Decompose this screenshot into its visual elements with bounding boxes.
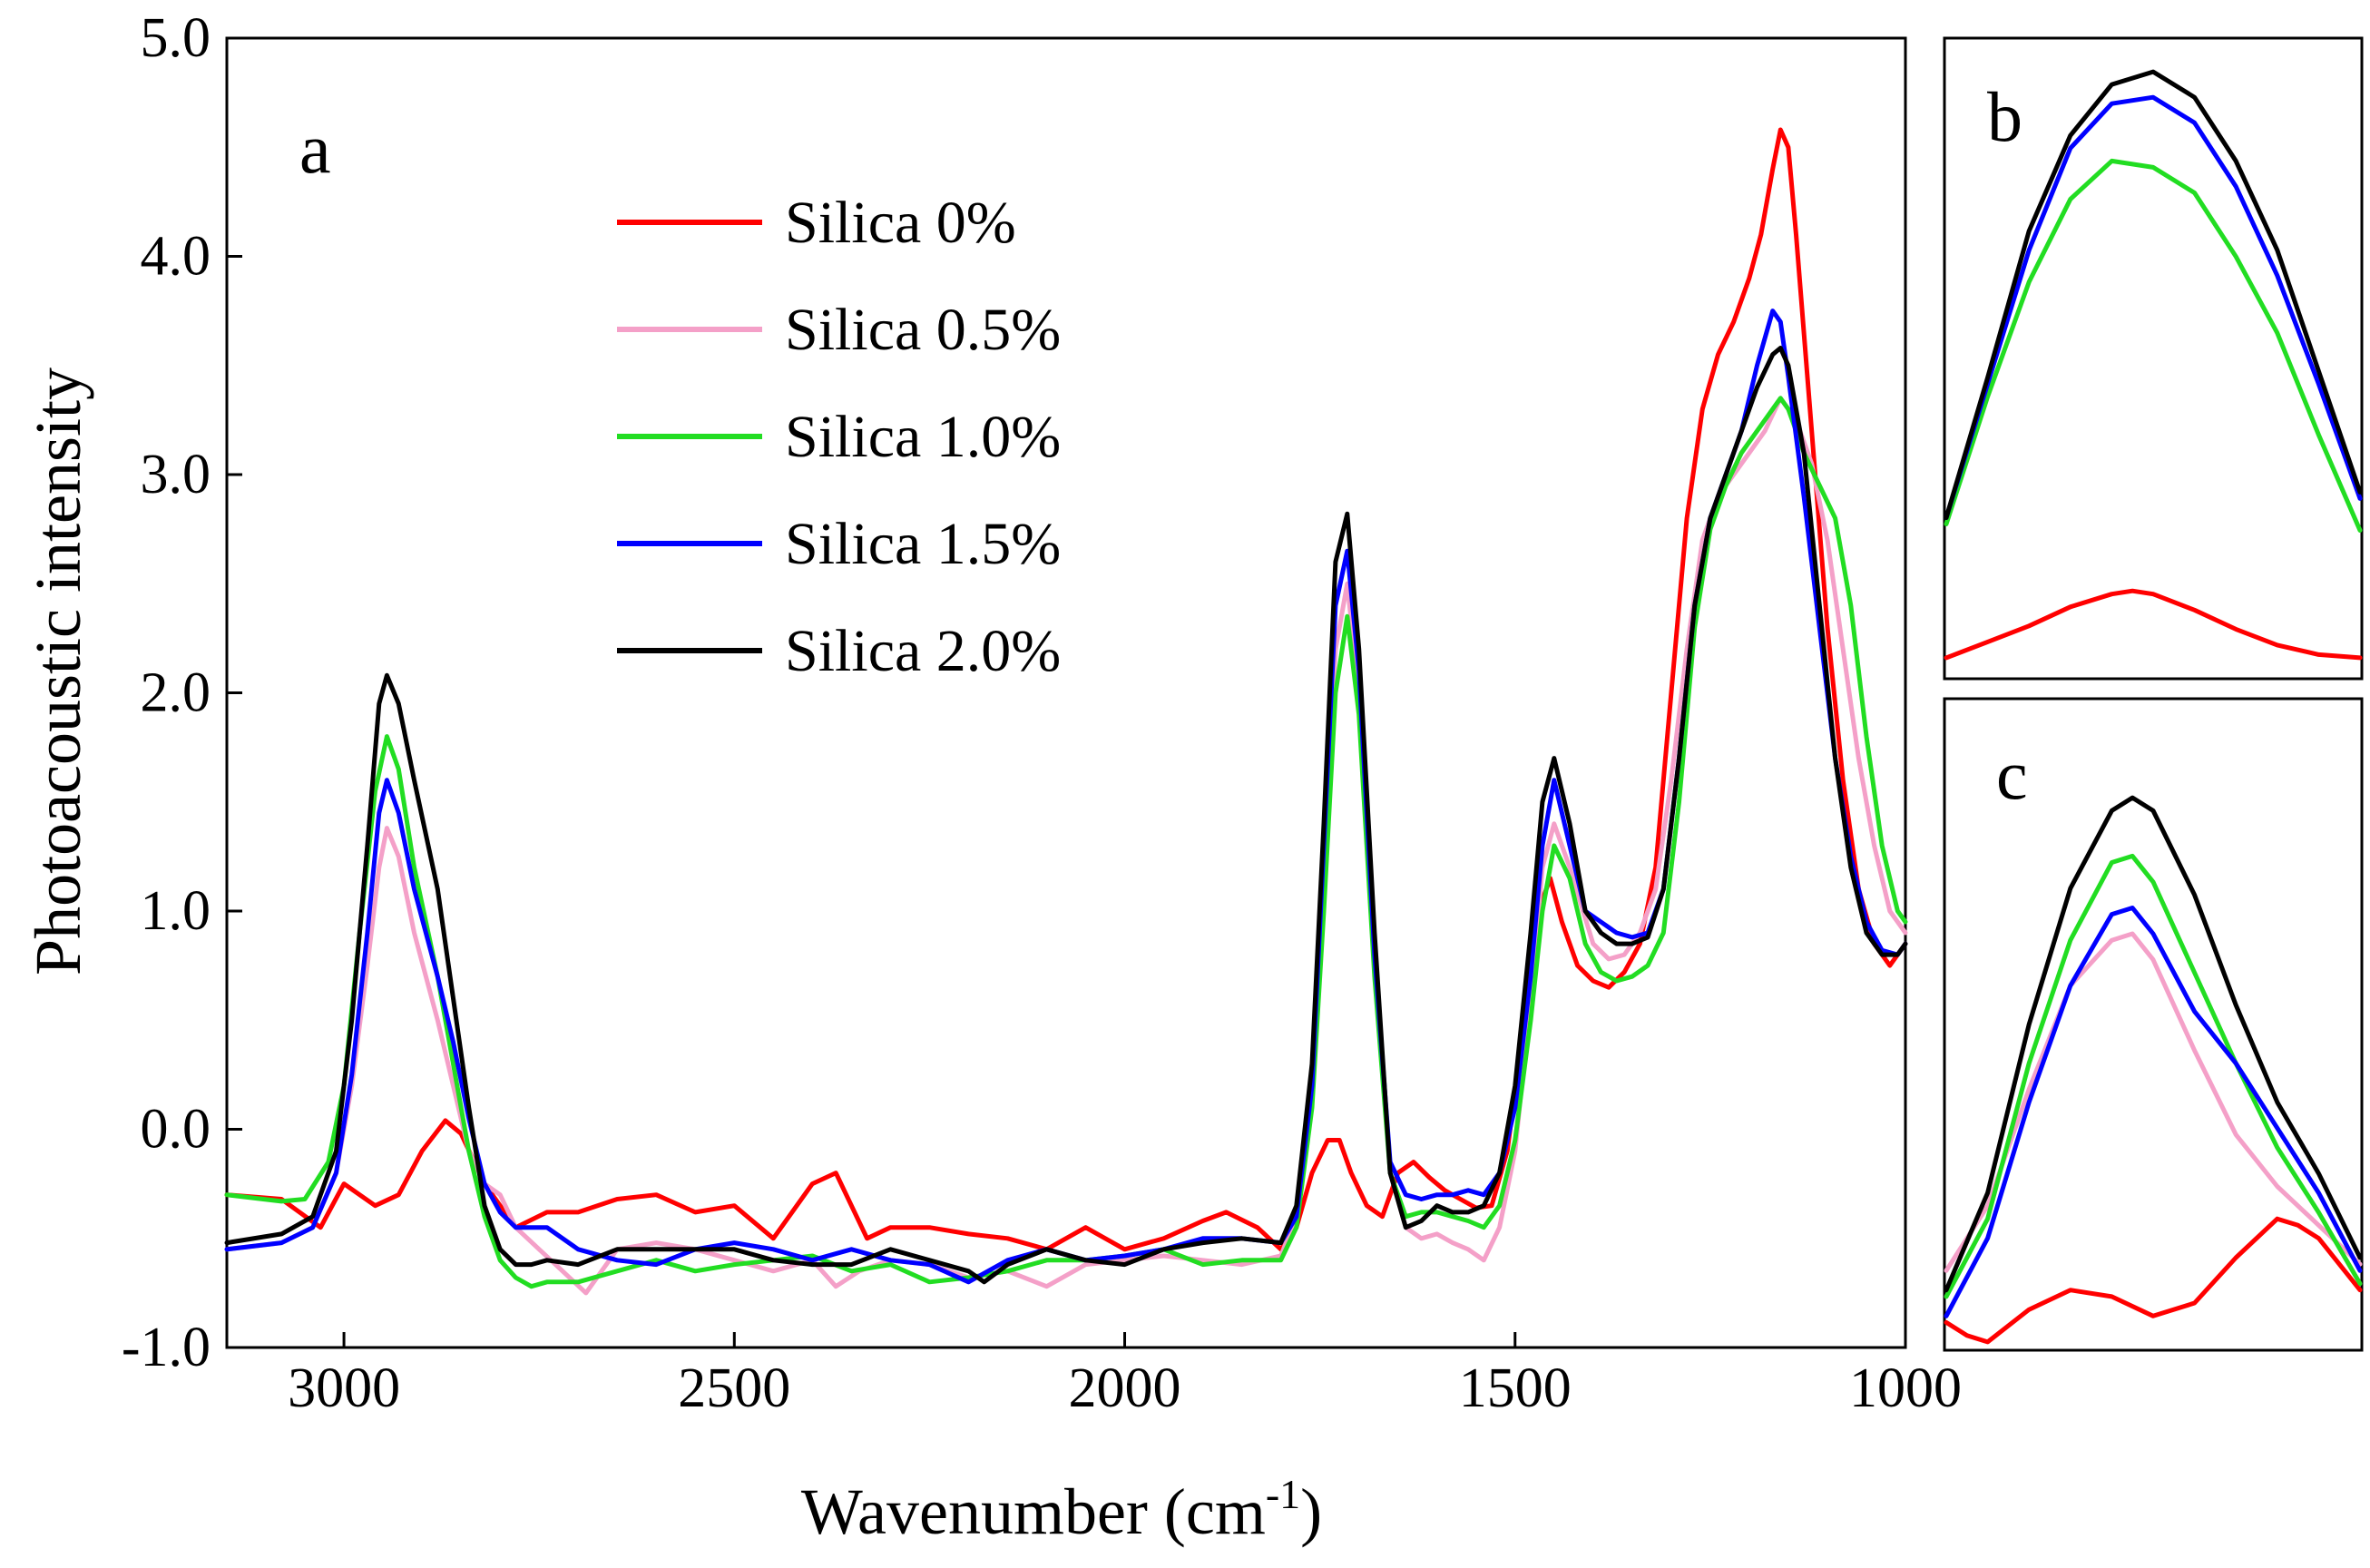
panel-c-series-silica-1-5 xyxy=(1944,906,2363,1318)
x-axis-title-close: ) xyxy=(1300,1475,1322,1548)
legend-label-silica-2-0: Silica 2.0% xyxy=(785,618,1061,684)
legend: Silica 0% Silica 0.5% Silica 1.0% Silica 1.… xyxy=(617,190,1061,684)
panel-b: b xyxy=(1943,36,2364,681)
panel-c-series xyxy=(1944,795,2363,1345)
panel-b-series xyxy=(1944,69,2363,661)
panel-b-series-silica-0 xyxy=(1944,588,2363,661)
panel-a-series-silica-1-5 xyxy=(224,309,1908,1285)
y-tick-label: -1.0 xyxy=(122,1317,211,1378)
y-tick-label: 2.0 xyxy=(141,662,211,724)
y-tick-label: 4.0 xyxy=(141,226,211,288)
panel-a-series-silica-1-0 xyxy=(224,396,1908,1289)
x-tick-label: 2000 xyxy=(1069,1357,1181,1419)
y-tick-label: 5.0 xyxy=(141,7,211,69)
panel-c-label: c xyxy=(1996,735,2028,814)
x-axis-title-main: Wavenumber (cm xyxy=(801,1475,1266,1548)
y-tick-label: 1.0 xyxy=(141,880,211,942)
y-axis-title: Photoacoustic intensity xyxy=(22,368,94,975)
panel-a-series xyxy=(224,127,1908,1296)
panel-a-ticks: 3000 2500 2000 1500 1000 -1.0 0.0 1.0 2.0 3.0 4.0 5… xyxy=(122,7,1962,1419)
panel-c-series-silica-0-5 xyxy=(1944,931,2363,1273)
legend-label-silica-0: Silica 0% xyxy=(785,190,1016,256)
panel-c-series-silica-2-0 xyxy=(1944,795,2363,1293)
panel-b-label: b xyxy=(1987,77,2022,156)
x-axis-title-superscript: -1 xyxy=(1266,1471,1300,1517)
legend-label-silica-1-0: Silica 1.0% xyxy=(785,404,1061,470)
y-tick-label: 3.0 xyxy=(141,444,211,505)
panel-a-label: a xyxy=(299,109,331,188)
panel-b-series-silica-1-0 xyxy=(1944,158,2363,533)
panel-a-series-silica-0 xyxy=(224,127,1908,1252)
panel-a: 3000 2500 2000 1500 1000 -1.0 0.0 1.0 2.0 3.0 4.0 5… xyxy=(22,7,1962,1548)
x-tick-label: 3000 xyxy=(288,1357,400,1419)
x-tick-label: 1500 xyxy=(1459,1357,1572,1419)
panel-c-frame xyxy=(1943,697,2364,1352)
panel-c-series-silica-0 xyxy=(1944,1216,2363,1345)
x-axis-title: Wavenumber (cm-1) xyxy=(801,1471,1322,1548)
x-tick-label: 2500 xyxy=(678,1357,790,1419)
panel-a-series-silica-2-0 xyxy=(224,346,1908,1285)
x-tick-label: 1000 xyxy=(1849,1357,1962,1419)
panel-c: c xyxy=(1943,697,2364,1352)
legend-label-silica-0-5: Silica 0.5% xyxy=(785,297,1061,363)
panel-b-series-silica-2-0 xyxy=(1944,69,2363,520)
legend-label-silica-1-5: Silica 1.5% xyxy=(785,511,1061,577)
panel-c-series-silica-1-0 xyxy=(1944,853,2363,1299)
panel-b-series-silica-1-5 xyxy=(1944,94,2363,520)
y-tick-label: 0.0 xyxy=(141,1099,211,1161)
panel-b-frame xyxy=(1943,36,2364,681)
